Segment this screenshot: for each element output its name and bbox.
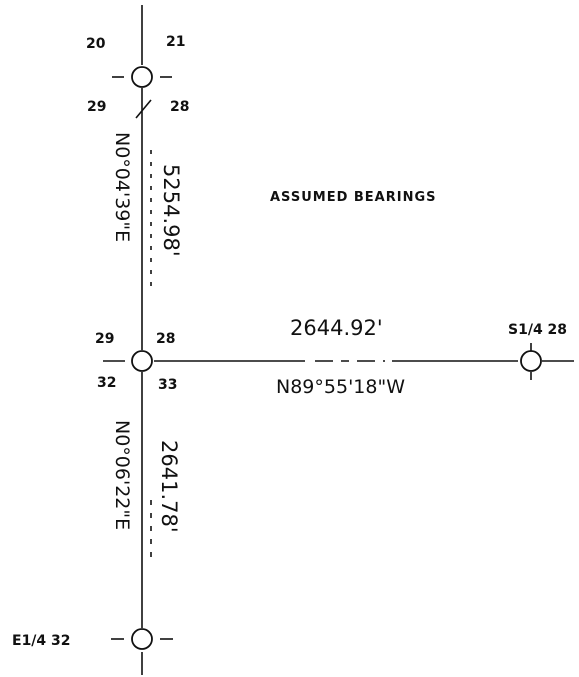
corner-tick-mark (135, 99, 152, 119)
section-label-21: 21 (166, 34, 185, 50)
section-label-32: 32 (97, 375, 116, 391)
section-label-28-middle: 28 (156, 331, 175, 347)
assumed-bearings-label: ASSUMED BEARINGS (270, 190, 437, 205)
section-label-29-middle: 29 (95, 331, 114, 347)
east-distance-label: 2644.92' (290, 316, 383, 340)
north-distance-label: 5254.98' (159, 164, 183, 257)
south-bearing-label: N0°06'22"E (111, 420, 133, 530)
section-label-33: 33 (158, 377, 177, 393)
section-label-29-top: 29 (87, 99, 106, 115)
center-monument-circle (131, 350, 153, 372)
south-distance-label: 2641.78' (157, 440, 181, 533)
section-label-28-top: 28 (170, 99, 189, 115)
east-quarter-corner-label: E1/4 32 (12, 633, 71, 649)
south-quarter-corner-label: S1/4 28 (508, 322, 567, 338)
section-label-20: 20 (86, 36, 106, 52)
south-quarter-monument-circle (520, 350, 542, 372)
top-monument-circle (131, 66, 153, 88)
east-quarter-monument-circle (131, 628, 153, 650)
east-bearing-label: N89°55'18"W (276, 376, 405, 398)
north-bearing-label: N0°04'39"E (111, 132, 133, 242)
